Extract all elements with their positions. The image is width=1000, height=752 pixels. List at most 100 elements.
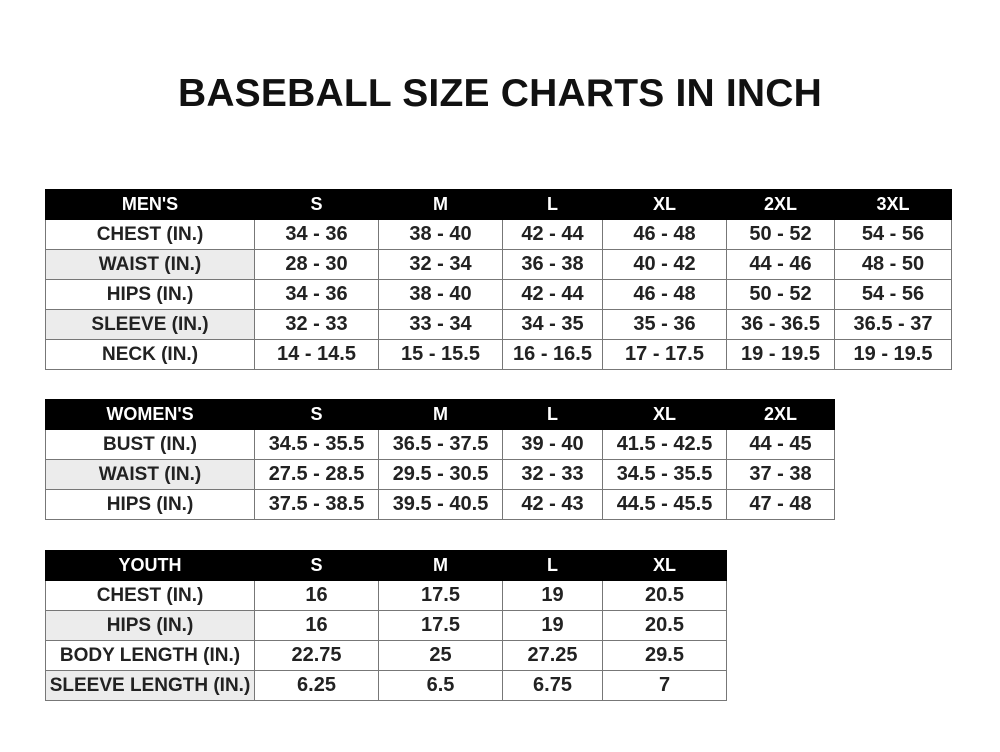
size-header: XL [602,189,727,220]
youth-size-table: YOUTH S M L XL CHEST (IN.) 16 17.5 19 20.5 HIPS (I… [45,550,727,701]
measurement-label: WAIST (IN.) [45,459,255,490]
measurement-label: BUST (IN.) [45,429,255,460]
measurement-label: HIPS (IN.) [45,279,255,310]
size-value: 17.5 [378,580,503,611]
size-value: 42 - 44 [502,279,603,310]
size-header: 2XL [726,189,835,220]
size-value: 32 - 34 [378,249,503,280]
category-header: YOUTH [45,550,255,581]
size-value: 16 [254,580,379,611]
header-row: YOUTH S M L XL [45,550,727,581]
size-value: 36 - 36.5 [726,309,835,340]
size-value: 37 - 38 [726,459,835,490]
size-value: 46 - 48 [602,279,727,310]
size-value: 27.5 - 28.5 [254,459,379,490]
size-value: 28 - 30 [254,249,379,280]
size-value: 6.25 [254,670,379,701]
size-value: 17 - 17.5 [602,339,727,370]
measurement-label: HIPS (IN.) [45,489,255,520]
table-row: WAIST (IN.) 28 - 30 32 - 34 36 - 38 40 - 42 4… [45,249,952,280]
size-value: 50 - 52 [726,279,835,310]
size-value: 27.25 [502,640,603,671]
size-value: 16 - 16.5 [502,339,603,370]
table-row: HIPS (IN.) 37.5 - 38.5 39.5 - 40.5 42 - 43 4… [45,489,835,520]
table-row: WAIST (IN.) 27.5 - 28.5 29.5 - 30.5 32 - 33… [45,459,835,490]
size-value: 19 [502,580,603,611]
size-value: 36 - 38 [502,249,603,280]
table-row: CHEST (IN.) 16 17.5 19 20.5 [45,580,727,611]
size-value: 34 - 36 [254,279,379,310]
size-value: 34.5 - 35.5 [602,459,727,490]
size-value: 29.5 [602,640,727,671]
size-value: 15 - 15.5 [378,339,503,370]
size-value: 44 - 45 [726,429,835,460]
size-value: 34 - 36 [254,219,379,250]
size-header: 2XL [726,399,835,430]
size-value: 33 - 34 [378,309,503,340]
size-value: 6.75 [502,670,603,701]
size-value: 34 - 35 [502,309,603,340]
size-value: 20.5 [602,580,727,611]
measurement-label: NECK (IN.) [45,339,255,370]
size-value: 54 - 56 [834,219,952,250]
header-row: WOMEN'S S M L XL 2XL [45,399,835,430]
size-value: 38 - 40 [378,219,503,250]
size-value: 32 - 33 [254,309,379,340]
size-header: L [502,189,603,220]
size-value: 6.5 [378,670,503,701]
womens-size-table: WOMEN'S S M L XL 2XL BUST (IN.) 34.5 - 35.5 36.5… [45,399,835,520]
size-header: M [378,399,503,430]
size-value: 22.75 [254,640,379,671]
table-row: SLEEVE LENGTH (IN.) 6.25 6.5 6.75 7 [45,670,727,701]
table-row: NECK (IN.) 14 - 14.5 15 - 15.5 16 - 16.5 17 … [45,339,952,370]
table-row: HIPS (IN.) 34 - 36 38 - 40 42 - 44 46 - 48 50… [45,279,952,310]
size-value: 48 - 50 [834,249,952,280]
size-value: 46 - 48 [602,219,727,250]
size-value: 32 - 33 [502,459,603,490]
size-header: M [378,189,503,220]
mens-size-table: MEN'S S M L XL 2XL 3XL CHEST (IN.) 34 - 36 38 - 4… [45,189,952,370]
size-value: 37.5 - 38.5 [254,489,379,520]
size-value: 44.5 - 45.5 [602,489,727,520]
table-row: SLEEVE (IN.) 32 - 33 33 - 34 34 - 35 35 - 36… [45,309,952,340]
size-value: 7 [602,670,727,701]
size-value: 34.5 - 35.5 [254,429,379,460]
measurement-label: SLEEVE LENGTH (IN.) [45,670,255,701]
size-header: 3XL [834,189,952,220]
size-header: L [502,399,603,430]
category-header: MEN'S [45,189,255,220]
category-header: WOMEN'S [45,399,255,430]
size-header: XL [602,550,727,581]
measurement-label: WAIST (IN.) [45,249,255,280]
table-row: BUST (IN.) 34.5 - 35.5 36.5 - 37.5 39 - 40 4… [45,429,835,460]
size-header: M [378,550,503,581]
size-value: 42 - 44 [502,219,603,250]
size-value: 19 - 19.5 [726,339,835,370]
size-header: S [254,550,379,581]
measurement-label: SLEEVE (IN.) [45,309,255,340]
size-value: 36.5 - 37 [834,309,952,340]
size-value: 20.5 [602,610,727,641]
page-title: BASEBALL SIZE CHARTS IN INCH [177,72,823,115]
table-row: HIPS (IN.) 16 17.5 19 20.5 [45,610,727,641]
table-row: CHEST (IN.) 34 - 36 38 - 40 42 - 44 46 - 48 5… [45,219,952,250]
size-value: 16 [254,610,379,641]
size-header: S [254,189,379,220]
size-value: 54 - 56 [834,279,952,310]
size-value: 47 - 48 [726,489,835,520]
size-value: 50 - 52 [726,219,835,250]
size-value: 19 [502,610,603,641]
size-header: XL [602,399,727,430]
size-header: S [254,399,379,430]
size-value: 39.5 - 40.5 [378,489,503,520]
measurement-label: CHEST (IN.) [45,219,255,250]
size-value: 25 [378,640,503,671]
size-value: 35 - 36 [602,309,727,340]
size-value: 19 - 19.5 [834,339,952,370]
measurement-label: CHEST (IN.) [45,580,255,611]
measurement-label: HIPS (IN.) [45,610,255,641]
table-row: BODY LENGTH (IN.) 22.75 25 27.25 29.5 [45,640,727,671]
size-value: 44 - 46 [726,249,835,280]
size-value: 38 - 40 [378,279,503,310]
size-value: 17.5 [378,610,503,641]
